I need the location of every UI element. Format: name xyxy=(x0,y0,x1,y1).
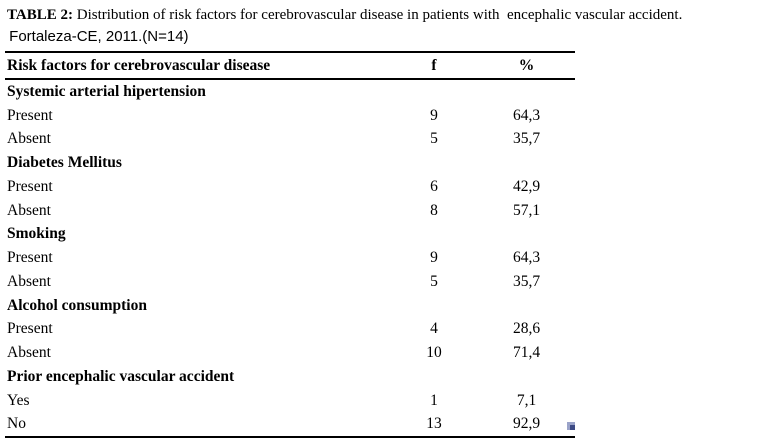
table-row: Present 9 64,3 xyxy=(5,246,575,270)
row-label: Yes xyxy=(7,391,30,409)
table-row: Absent 8 57,1 xyxy=(5,199,575,223)
table-row: Absent 10 71,4 xyxy=(5,341,575,365)
column-header-frequency: f xyxy=(431,56,437,74)
row-label: Present xyxy=(7,177,53,195)
row-frequency: 5 xyxy=(430,130,438,148)
row-label: Absent xyxy=(7,344,51,362)
row-frequency: 6 xyxy=(430,177,438,195)
column-header-percent: % xyxy=(518,56,535,74)
table-row: Present 6 42,9 xyxy=(5,175,575,199)
table-row: Present 9 64,3 xyxy=(5,104,575,128)
row-percent: 35,7 xyxy=(512,272,541,290)
table-caption: TABLE 2: Distribution of risk factors fo… xyxy=(7,5,777,25)
row-label: Absent xyxy=(7,272,51,290)
row-frequency: 8 xyxy=(430,201,438,219)
row-label: Absent xyxy=(7,130,51,148)
row-frequency: 4 xyxy=(430,320,438,338)
row-label: Alcohol consumption xyxy=(7,296,147,314)
row-percent: 71,4 xyxy=(512,344,541,362)
row-frequency: 9 xyxy=(430,249,438,267)
table-row: No 13 92,9 xyxy=(5,413,575,437)
table-row-section-diabetes: Diabetes Mellitus xyxy=(5,151,575,175)
table-caption-label: TABLE 2: xyxy=(7,7,73,23)
table-row: Yes 1 7,1 xyxy=(5,389,575,413)
table-caption-text: Distribution of risk factors for cerebro… xyxy=(72,7,683,23)
row-label: Present xyxy=(7,320,53,338)
row-frequency: 9 xyxy=(430,106,438,124)
row-label: Systemic arterial hipertension xyxy=(7,82,206,100)
row-percent: 35,7 xyxy=(512,130,541,148)
row-percent: 64,3 xyxy=(512,249,541,267)
table-row-section-prior-accident: Prior encephalic vascular accident xyxy=(5,365,575,389)
row-label: Diabetes Mellitus xyxy=(7,154,122,172)
table-row-section-smoking: Smoking xyxy=(5,223,575,247)
row-label: Prior encephalic vascular accident xyxy=(7,367,235,385)
table-caption-subtitle: Fortaleza-CE, 2011.(N=14) xyxy=(5,28,189,45)
table-row-section-hypertension: Systemic arterial hipertension xyxy=(5,80,575,104)
table-resize-handle-icon[interactable] xyxy=(567,422,575,430)
row-percent: 57,1 xyxy=(512,201,541,219)
row-frequency: 13 xyxy=(426,415,442,433)
row-label: Absent xyxy=(7,201,51,219)
row-frequency: 10 xyxy=(426,344,442,362)
row-label: No xyxy=(7,415,26,433)
row-percent: 92,9 xyxy=(512,415,541,433)
table-row: Present 4 28,6 xyxy=(5,318,575,342)
row-label: Smoking xyxy=(7,225,66,243)
row-frequency: 1 xyxy=(430,391,438,409)
column-header-risk-factor: Risk factors for cerebrovascular disease xyxy=(7,56,271,74)
table-header-row: Risk factors for cerebrovascular disease… xyxy=(5,53,575,80)
risk-factors-table: Risk factors for cerebrovascular disease… xyxy=(5,51,575,439)
row-percent: 7,1 xyxy=(516,391,537,409)
row-label: Present xyxy=(7,106,53,124)
row-label: Present xyxy=(7,249,53,267)
table-row: Absent 5 35,7 xyxy=(5,270,575,294)
row-percent: 64,3 xyxy=(512,106,541,124)
row-percent: 28,6 xyxy=(512,320,541,338)
table-row: Absent 5 35,7 xyxy=(5,128,575,152)
row-frequency: 5 xyxy=(430,272,438,290)
table-row-section-alcohol: Alcohol consumption xyxy=(5,294,575,318)
row-percent: 42,9 xyxy=(512,177,541,195)
